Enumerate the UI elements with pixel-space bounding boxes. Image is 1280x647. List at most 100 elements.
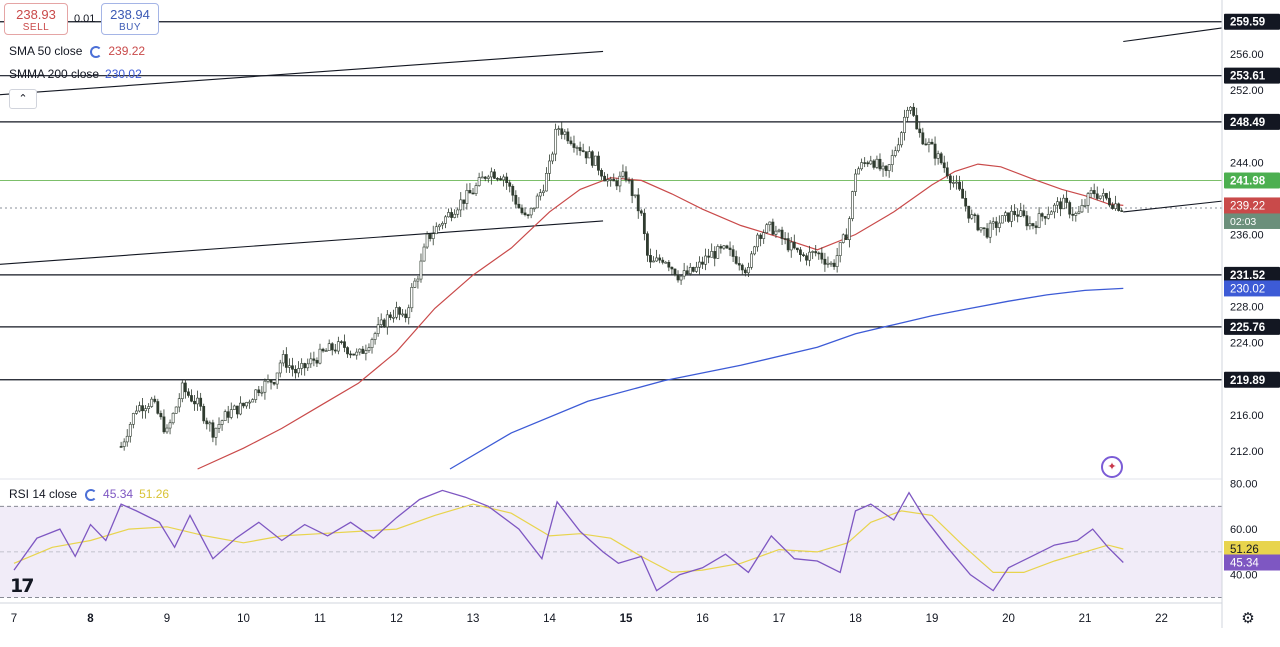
candle-body bbox=[245, 402, 248, 407]
candle-body bbox=[508, 182, 512, 187]
candle-body bbox=[740, 264, 744, 271]
refresh-icon[interactable] bbox=[85, 489, 98, 501]
candle-body bbox=[1031, 223, 1035, 227]
candle-body bbox=[208, 422, 212, 425]
candle-body bbox=[291, 365, 294, 370]
candle-body bbox=[474, 185, 478, 194]
candle-body bbox=[860, 162, 864, 170]
candle-body bbox=[502, 176, 506, 181]
sell-price: 238.93 bbox=[16, 7, 56, 22]
candle-body bbox=[535, 195, 539, 209]
candle-body bbox=[144, 408, 147, 412]
gear-icon[interactable]: ⚙ bbox=[1241, 610, 1255, 627]
candle-body bbox=[795, 247, 799, 251]
candle-body bbox=[257, 389, 261, 394]
candle-body bbox=[505, 176, 509, 183]
candle-body bbox=[866, 162, 870, 165]
candle-body bbox=[906, 109, 909, 118]
candle-body bbox=[982, 227, 986, 229]
candle-body bbox=[349, 353, 353, 356]
collapse-legend-button[interactable]: ⌃ bbox=[9, 89, 37, 109]
buy-button[interactable]: 238.94 BUY bbox=[101, 3, 159, 35]
candle-body bbox=[407, 307, 411, 319]
legend-smma200[interactable]: SMMA 200 close 230.02 bbox=[9, 67, 142, 81]
candle-body bbox=[1007, 212, 1010, 222]
candle-body bbox=[918, 128, 922, 134]
legend-rsi[interactable]: RSI 14 close 45.34 51.26 bbox=[9, 487, 169, 501]
candle-body bbox=[606, 179, 610, 182]
candle-body bbox=[1080, 205, 1084, 213]
level-badge bbox=[1224, 67, 1280, 84]
candle-body bbox=[759, 234, 763, 239]
price-tick-label: 252.00 bbox=[1230, 85, 1264, 97]
candle-body bbox=[909, 106, 912, 111]
candle-body bbox=[988, 222, 992, 238]
candle-body bbox=[119, 446, 123, 448]
candle-body bbox=[734, 256, 738, 264]
time-tick-label: 19 bbox=[926, 613, 939, 625]
time-tick-label: 15 bbox=[620, 613, 633, 625]
sparkle-icon[interactable]: ✦ bbox=[1101, 456, 1123, 478]
candle-body bbox=[642, 212, 646, 235]
level-label: 219.89 bbox=[1230, 375, 1265, 387]
candle-body bbox=[939, 153, 943, 164]
candle-body bbox=[315, 360, 319, 364]
candle-body bbox=[618, 175, 622, 187]
candle-body bbox=[958, 181, 961, 190]
candle-body bbox=[336, 341, 340, 352]
smma200-line bbox=[449, 287, 1124, 470]
buy-price: 238.94 bbox=[110, 7, 150, 22]
rsi-tick-label: 60.00 bbox=[1230, 524, 1258, 536]
candle-body bbox=[211, 422, 215, 438]
candle-body bbox=[789, 241, 793, 251]
candle-body bbox=[578, 147, 582, 151]
candle-body bbox=[737, 263, 741, 266]
candle-body bbox=[820, 252, 824, 260]
candle-body bbox=[364, 350, 368, 354]
time-tick-label: 18 bbox=[849, 613, 862, 625]
candle-body bbox=[1114, 203, 1118, 209]
candle-body bbox=[881, 165, 885, 170]
rsi-ma-axis-label: 51.26 bbox=[1230, 544, 1259, 556]
candle-body bbox=[125, 435, 129, 443]
candle-body bbox=[1101, 193, 1105, 197]
candle-body bbox=[287, 365, 291, 368]
candle-body bbox=[985, 228, 989, 238]
candle-body bbox=[893, 150, 897, 156]
time-tick-label: 13 bbox=[467, 613, 480, 625]
candle-body bbox=[768, 221, 772, 226]
level-badge bbox=[1224, 318, 1280, 335]
candle-body bbox=[563, 131, 567, 135]
candle-body bbox=[930, 141, 934, 145]
candle-body bbox=[851, 191, 854, 219]
candle-body bbox=[367, 347, 371, 351]
candle-body bbox=[1086, 193, 1090, 206]
candle-body bbox=[1040, 213, 1044, 217]
sell-button[interactable]: 238.93 SELL bbox=[4, 3, 68, 35]
candle-body bbox=[447, 212, 450, 218]
refresh-icon[interactable] bbox=[90, 46, 103, 58]
candle-body bbox=[615, 180, 619, 187]
candle-body bbox=[373, 333, 377, 340]
candle-body bbox=[205, 420, 209, 425]
axes: 256.00 252.00 244.00 236.00 228.00 224.00 216.… bbox=[0, 0, 1264, 628]
smma200-badge bbox=[1224, 280, 1280, 297]
candle-body bbox=[1034, 225, 1038, 228]
candle-body bbox=[385, 314, 389, 328]
candle-body bbox=[557, 128, 561, 131]
candle-body bbox=[774, 230, 778, 235]
legend-sma50[interactable]: SMA 50 close 239.22 bbox=[9, 44, 145, 58]
candle-body bbox=[979, 227, 983, 231]
sma50-line bbox=[197, 163, 1124, 470]
candle-body bbox=[272, 382, 276, 385]
candle-body bbox=[713, 251, 717, 259]
candle-body bbox=[352, 353, 356, 356]
candle-body bbox=[927, 141, 931, 145]
candle-body bbox=[560, 128, 564, 135]
rsi-line bbox=[13, 489, 1124, 592]
tradingview-logo[interactable]: 17 bbox=[10, 575, 34, 597]
level-label: 231.52 bbox=[1230, 270, 1265, 282]
candle-body bbox=[1004, 212, 1007, 216]
candle-body bbox=[141, 405, 144, 412]
